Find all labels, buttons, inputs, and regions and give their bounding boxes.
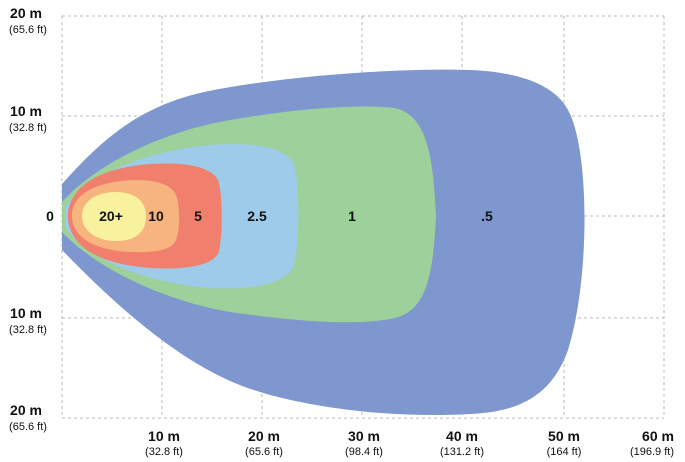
x-tick-sublabel: (32.8 ft): [145, 446, 183, 458]
x-tick-label: 30 m: [348, 428, 380, 444]
zone-label-10: 10: [148, 208, 164, 224]
x-tick-sublabel: (65.6 ft): [245, 446, 283, 458]
zone-20-plus: [82, 192, 146, 241]
x-tick-label: 10 m: [148, 428, 180, 444]
y-tick-label: 20 m: [10, 5, 42, 21]
y-tick-label: 10 m: [10, 103, 42, 119]
y-tick-sublabel: (65.6 ft): [9, 421, 47, 433]
zone-label-0-5: .5: [481, 208, 493, 224]
zone-label-20-plus: 20+: [99, 208, 123, 224]
y-tick-sublabel: (32.8 ft): [9, 122, 47, 134]
x-tick-label: 60 m: [642, 428, 674, 444]
x-axis: 10 m (32.8 ft) 20 m (65.6 ft) 30 m (98.4…: [145, 428, 674, 458]
y-tick-label: 10 m: [10, 305, 42, 321]
y-tick-label: 0: [46, 208, 54, 224]
y-tick-label: 20 m: [10, 402, 42, 418]
x-tick-sublabel: (196.9 ft): [630, 446, 674, 458]
x-tick-sublabel: (98.4 ft): [345, 446, 383, 458]
zone-label-5: 5: [194, 208, 202, 224]
y-axis: 20 m (65.6 ft) 10 m (32.8 ft) 0 10 m (32…: [9, 5, 54, 433]
y-tick-sublabel: (65.6 ft): [9, 24, 47, 36]
x-tick-sublabel: (131.2 ft): [440, 446, 484, 458]
x-tick-label: 50 m: [548, 428, 580, 444]
x-tick-label: 20 m: [248, 428, 280, 444]
x-tick-label: 40 m: [446, 428, 478, 444]
zone-label-1: 1: [348, 208, 356, 224]
zone-label-2-5: 2.5: [247, 208, 267, 224]
y-tick-sublabel: (32.8 ft): [9, 324, 47, 336]
x-tick-sublabel: (164 ft): [547, 446, 582, 458]
